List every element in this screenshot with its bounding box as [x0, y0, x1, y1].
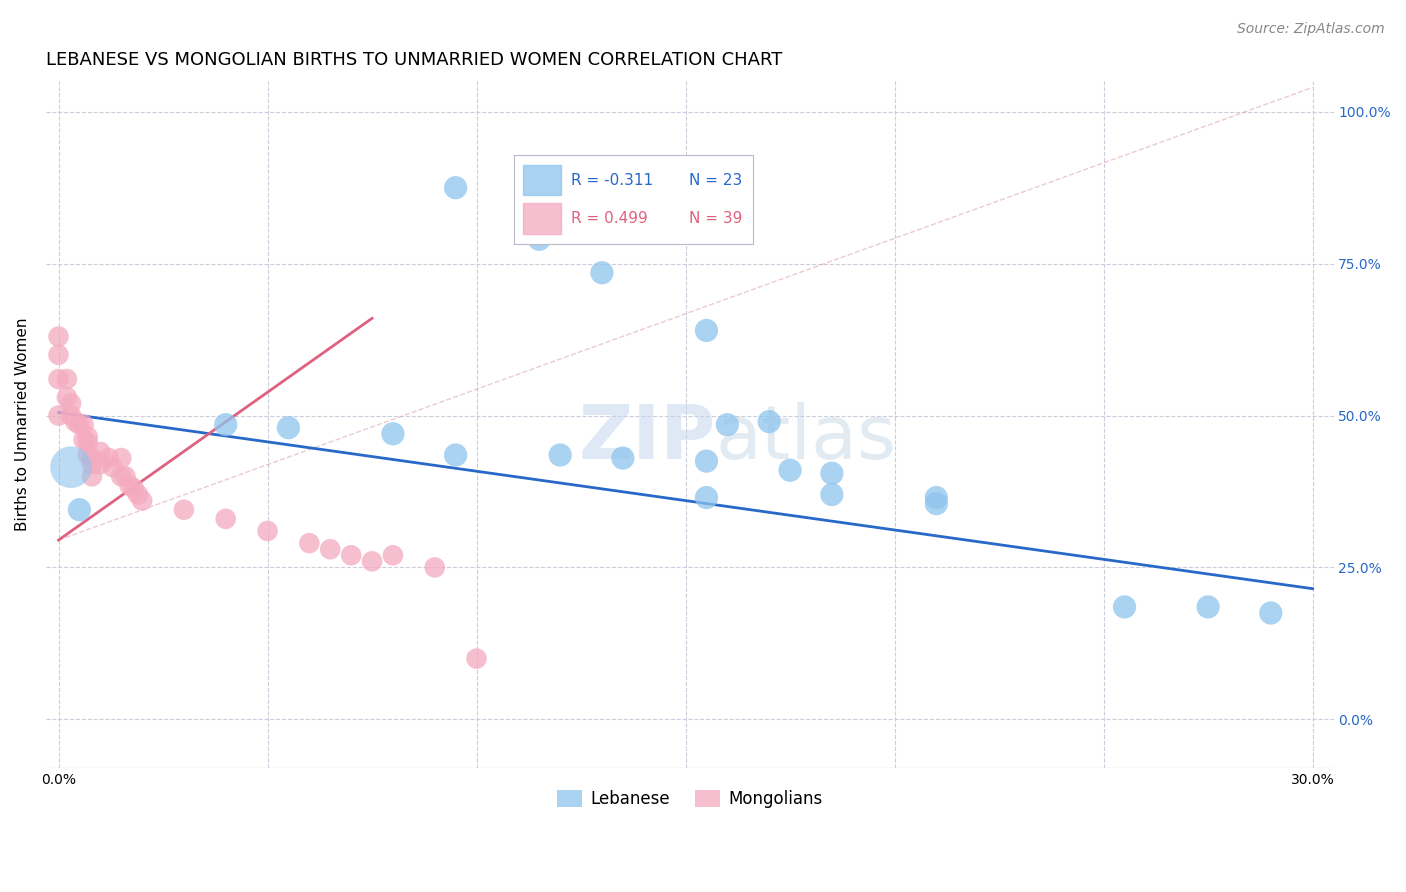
Point [97, 451, 120, 466]
Point [779, 463, 801, 477]
Point [548, 448, 571, 462]
Point [76, 435, 98, 450]
Point [60, 460, 83, 475]
Point [48, 372, 70, 386]
Point [48, 329, 70, 343]
Point [89, 445, 111, 459]
Point [1260, 606, 1282, 620]
Text: LEBANESE VS MONGOLIAN BIRTHS TO UNMARRIED WOMEN CORRELATION CHART: LEBANESE VS MONGOLIAN BIRTHS TO UNMARRIE… [46, 51, 782, 69]
Point [381, 426, 404, 441]
Point [122, 482, 145, 496]
Point [695, 491, 717, 505]
Point [65, 415, 87, 429]
Point [118, 478, 141, 492]
Point [1114, 599, 1136, 614]
Point [591, 266, 613, 280]
Point [101, 460, 124, 475]
Point [80, 451, 103, 466]
Point [215, 512, 238, 526]
Point [444, 180, 467, 194]
Point [110, 451, 132, 466]
Y-axis label: Births to Unmarried Women: Births to Unmarried Women [15, 318, 30, 532]
Point [76, 430, 98, 444]
Text: R = 0.499: R = 0.499 [571, 211, 648, 226]
Point [925, 491, 948, 505]
Text: N = 23: N = 23 [689, 173, 742, 187]
Text: ZIP: ZIP [578, 402, 716, 475]
Point [381, 549, 404, 563]
Point [612, 451, 634, 466]
Point [131, 493, 153, 508]
Point [67, 502, 90, 516]
Point [821, 487, 844, 501]
Point [277, 420, 299, 434]
Point [72, 433, 94, 447]
Point [60, 409, 83, 423]
Text: atlas: atlas [716, 402, 897, 475]
Point [60, 396, 83, 410]
Point [80, 457, 103, 471]
Point [444, 448, 467, 462]
Point [1197, 599, 1219, 614]
Point [298, 536, 321, 550]
Point [89, 457, 111, 471]
Point [127, 487, 149, 501]
Point [56, 372, 79, 386]
Point [716, 417, 738, 432]
Point [821, 467, 844, 481]
Point [361, 554, 384, 568]
Point [465, 651, 488, 665]
Point [758, 415, 780, 429]
Point [173, 502, 195, 516]
Point [925, 497, 948, 511]
Bar [523, 165, 561, 195]
Point [256, 524, 278, 538]
Point [114, 469, 136, 483]
Point [76, 448, 98, 462]
Point [340, 549, 363, 563]
Point [72, 417, 94, 432]
Text: R = -0.311: R = -0.311 [571, 173, 654, 187]
Point [80, 469, 103, 483]
Text: N = 39: N = 39 [689, 211, 742, 226]
Point [215, 417, 238, 432]
Bar [523, 203, 561, 234]
Point [110, 469, 132, 483]
Point [56, 390, 79, 404]
Legend: Lebanese, Mongolians: Lebanese, Mongolians [550, 783, 830, 814]
Point [319, 542, 342, 557]
Point [529, 232, 551, 246]
Point [48, 348, 70, 362]
Text: Source: ZipAtlas.com: Source: ZipAtlas.com [1237, 22, 1385, 37]
Point [48, 409, 70, 423]
Point [695, 454, 717, 468]
Point [695, 323, 717, 337]
Point [423, 560, 446, 574]
Point [67, 417, 90, 432]
